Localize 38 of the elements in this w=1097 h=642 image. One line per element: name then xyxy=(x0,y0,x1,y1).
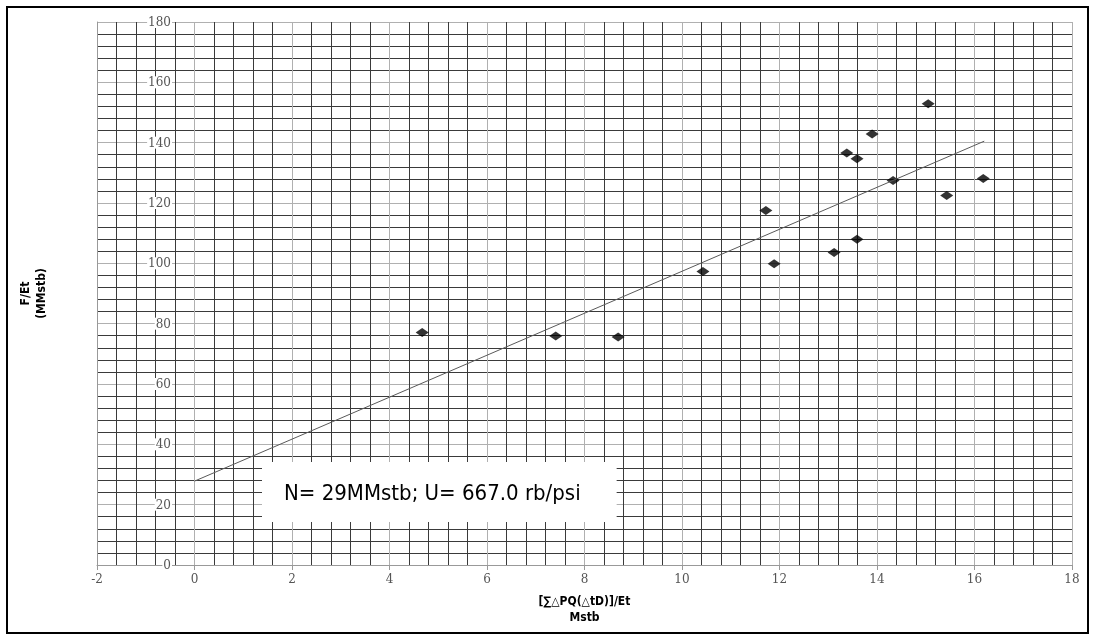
x-tick-label: 12 xyxy=(771,572,788,586)
y-axis-title: F/Et (MMstb) xyxy=(18,268,48,319)
point xyxy=(840,148,854,158)
point xyxy=(611,332,625,342)
y-tick-label: 160 xyxy=(148,75,171,90)
x-tick-label: -2 xyxy=(91,572,103,586)
annotation: N= 29MMstb; U= 667.0 rb/psi xyxy=(284,479,581,505)
y-tick-label: 0 xyxy=(163,558,171,572)
y-tick-label: 60 xyxy=(155,377,171,391)
point xyxy=(865,129,879,139)
x-tick-label: 8 xyxy=(580,572,589,586)
y-tick-label: 80 xyxy=(155,316,171,331)
x-tick-label: 2 xyxy=(288,572,296,586)
point xyxy=(850,154,864,164)
point xyxy=(850,234,864,244)
y-tick-label: 40 xyxy=(155,437,171,452)
point xyxy=(940,190,954,200)
point xyxy=(415,327,429,337)
point xyxy=(696,266,710,276)
x-tick-label: 4 xyxy=(385,572,394,586)
point xyxy=(827,247,841,257)
point xyxy=(759,206,773,216)
point xyxy=(767,259,781,269)
point xyxy=(976,174,990,184)
x-tick-label: 6 xyxy=(483,572,491,586)
y-tick-label: 20 xyxy=(155,497,171,512)
y-tick-label: 140 xyxy=(148,135,171,150)
y-tick-label: 120 xyxy=(148,196,171,210)
y-tick-label: 100 xyxy=(148,256,171,271)
x-tick-label: 10 xyxy=(674,572,690,586)
x-axis-title: [∑△PQ(△tD)]/Et Mstb xyxy=(538,594,631,624)
point xyxy=(921,99,935,109)
x-tick-label: 14 xyxy=(869,572,885,586)
x-tick-label: 0 xyxy=(190,572,199,586)
x-tick-label: 16 xyxy=(966,572,983,586)
y-tick-label: 180 xyxy=(148,15,171,29)
point xyxy=(549,331,563,341)
x-tick-label: 18 xyxy=(1064,572,1080,586)
